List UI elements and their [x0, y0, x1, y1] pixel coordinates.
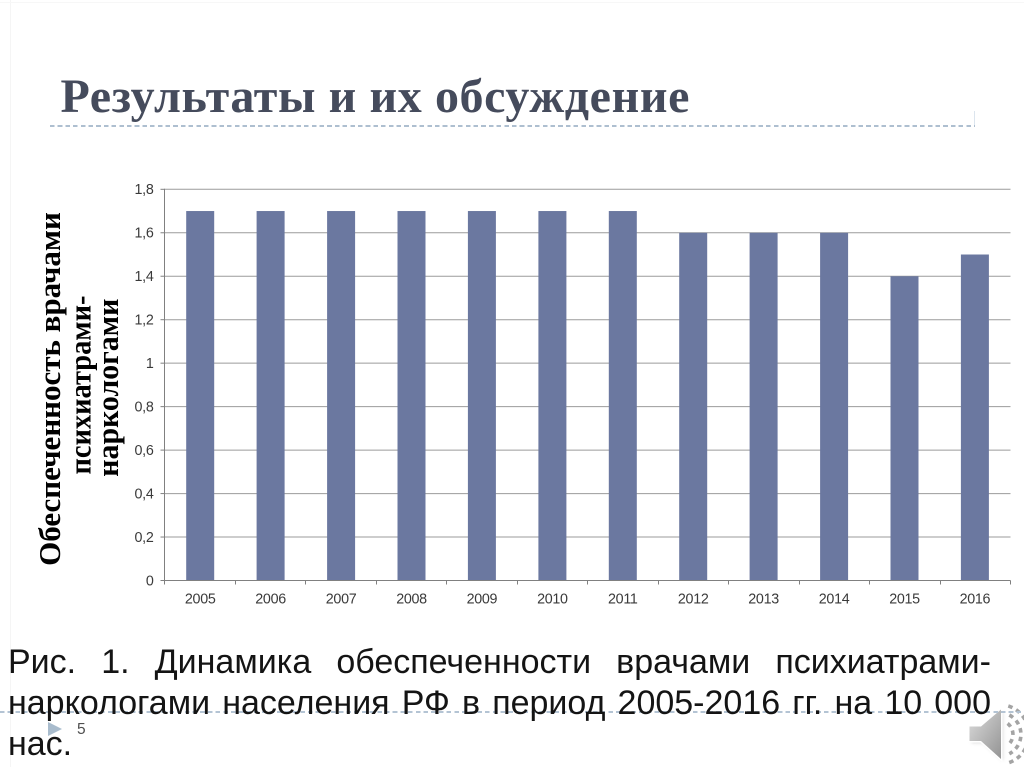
svg-text:2006: 2006 [255, 591, 286, 607]
svg-text:2015: 2015 [889, 591, 920, 607]
svg-text:2012: 2012 [678, 591, 709, 607]
svg-text:1: 1 [146, 356, 154, 372]
svg-text:1,8: 1,8 [135, 182, 154, 198]
svg-text:1,4: 1,4 [135, 269, 154, 285]
svg-text:0: 0 [146, 573, 154, 589]
svg-text:1,2: 1,2 [135, 313, 154, 329]
svg-text:2011: 2011 [608, 591, 638, 607]
svg-text:0,4: 0,4 [135, 487, 154, 503]
svg-text:2010: 2010 [537, 591, 568, 607]
svg-text:1,6: 1,6 [135, 226, 154, 242]
svg-text:Обеспеченность врачами: Обеспеченность врачами [32, 212, 67, 566]
svg-text:наркологами: наркологами [90, 299, 125, 477]
svg-text:2013: 2013 [748, 591, 779, 607]
svg-text:0,6: 0,6 [135, 443, 154, 459]
svg-text:2008: 2008 [396, 591, 427, 607]
svg-text:2005: 2005 [185, 591, 216, 607]
svg-text:0,2: 0,2 [135, 530, 154, 546]
svg-text:2014: 2014 [819, 591, 850, 607]
svg-text:2016: 2016 [960, 591, 991, 607]
svg-text:0,8: 0,8 [135, 400, 154, 416]
svg-text:психиатрами-: психиатрами- [63, 296, 98, 475]
svg-text:2009: 2009 [467, 591, 498, 607]
svg-text:2007: 2007 [326, 591, 357, 607]
